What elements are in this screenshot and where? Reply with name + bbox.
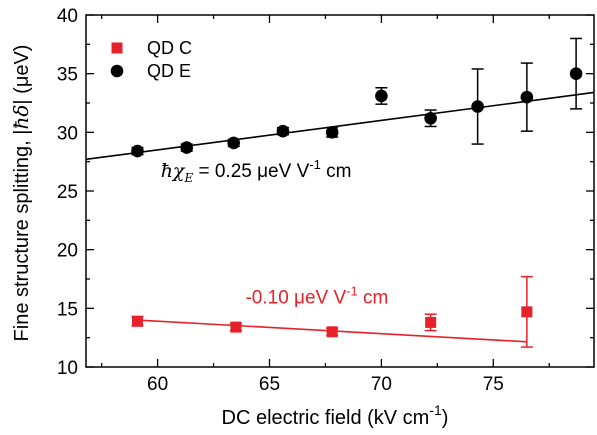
data-point-qd-e — [325, 126, 339, 139]
annotation-qd-c-superscript: -1 — [346, 284, 358, 299]
marker-qd-c — [521, 306, 533, 318]
data-point-qd-e — [131, 144, 144, 158]
data-point-qd-e — [569, 37, 583, 110]
annotation-qd-c-unit: cm — [358, 288, 389, 309]
marker-qd-e — [375, 89, 388, 103]
data-point-qd-c — [131, 315, 144, 327]
marker-qd-e — [131, 144, 144, 158]
data-point-qd-e — [276, 124, 290, 138]
y-tick-label: 25 — [57, 182, 78, 203]
x-axis-title-tail: ) — [442, 407, 449, 429]
marker-qd-e — [471, 100, 484, 113]
plot-area — [85, 37, 595, 348]
annotation-qd-c-slope: -0.10 μeV V-1 cm — [245, 284, 388, 309]
legend-label-qd-e: QD E — [147, 61, 191, 81]
data-point-qd-e — [180, 141, 194, 154]
legend: QD C QD E — [110, 38, 192, 81]
y-tick-label: 20 — [57, 241, 78, 262]
x-tick-label: 70 — [371, 374, 392, 395]
marker-qd-c — [326, 326, 338, 338]
x-tick-label: 65 — [259, 374, 280, 395]
marker-qd-e — [180, 141, 194, 154]
y-tick-label: 35 — [57, 65, 78, 86]
marker-qd-e — [424, 111, 437, 125]
marker-qd-c — [230, 321, 242, 333]
x-axis-title-text: DC electric field (kV cm — [222, 407, 430, 429]
data-point-qd-c — [229, 321, 242, 333]
y-axis-title-text: Fine structure splitting, | — [11, 130, 33, 342]
annotation-qd-e-slope: ħχE = 0.25 μeV V-1 cm — [161, 157, 352, 185]
marker-qd-e — [276, 124, 290, 138]
legend-marker-qd-c — [111, 42, 123, 54]
x-axis-title-superscript: -1 — [429, 402, 442, 418]
y-tick-label: 30 — [57, 123, 78, 144]
annotation-qd-e-unit: cm — [321, 161, 352, 182]
y-tick-label: 10 — [57, 358, 78, 379]
y-tick-label: 40 — [57, 6, 78, 27]
data-point-qd-e — [520, 62, 534, 132]
y-axis-title-math: ħδ — [9, 105, 33, 130]
y-tick-label: 15 — [57, 299, 78, 320]
marker-qd-e — [569, 67, 583, 80]
annotation-qd-c-text: -0.10 μeV V — [245, 288, 346, 309]
x-tick-label: 75 — [483, 374, 504, 395]
data-point-qd-e — [375, 86, 388, 105]
marker-qd-e — [520, 90, 534, 104]
data-point-qd-c — [424, 313, 437, 332]
legend-marker-qd-e — [110, 64, 124, 78]
marker-qd-c — [131, 315, 143, 327]
annotation-qd-e-text: = 0.25 μeV V — [193, 161, 309, 182]
x-axis-title: DC electric field (kV cm-1) — [222, 402, 449, 429]
annotation-qd-e-subscript: E — [183, 171, 193, 185]
legend-label-qd-c: QD C — [147, 38, 192, 58]
data-point-qd-c — [520, 275, 533, 348]
y-axis-title: Fine structure splitting, |ħδ| (μeV) — [9, 45, 33, 342]
fit-line-qd-e — [85, 91, 595, 161]
x-tick-label: 60 — [147, 374, 168, 395]
marker-qd-c — [425, 316, 437, 328]
data-point-qd-e — [424, 109, 437, 128]
annotation-qd-e-symbol: ħχ — [161, 160, 186, 182]
data-point-qd-e — [227, 136, 241, 150]
data-point-qd-e — [471, 68, 484, 145]
data-point-qd-c — [326, 326, 339, 338]
marker-qd-e — [325, 126, 339, 139]
annotation-qd-e-superscript: -1 — [309, 157, 321, 172]
marker-qd-e — [227, 136, 241, 150]
y-axis-title-tail: | (μeV) — [11, 45, 33, 105]
